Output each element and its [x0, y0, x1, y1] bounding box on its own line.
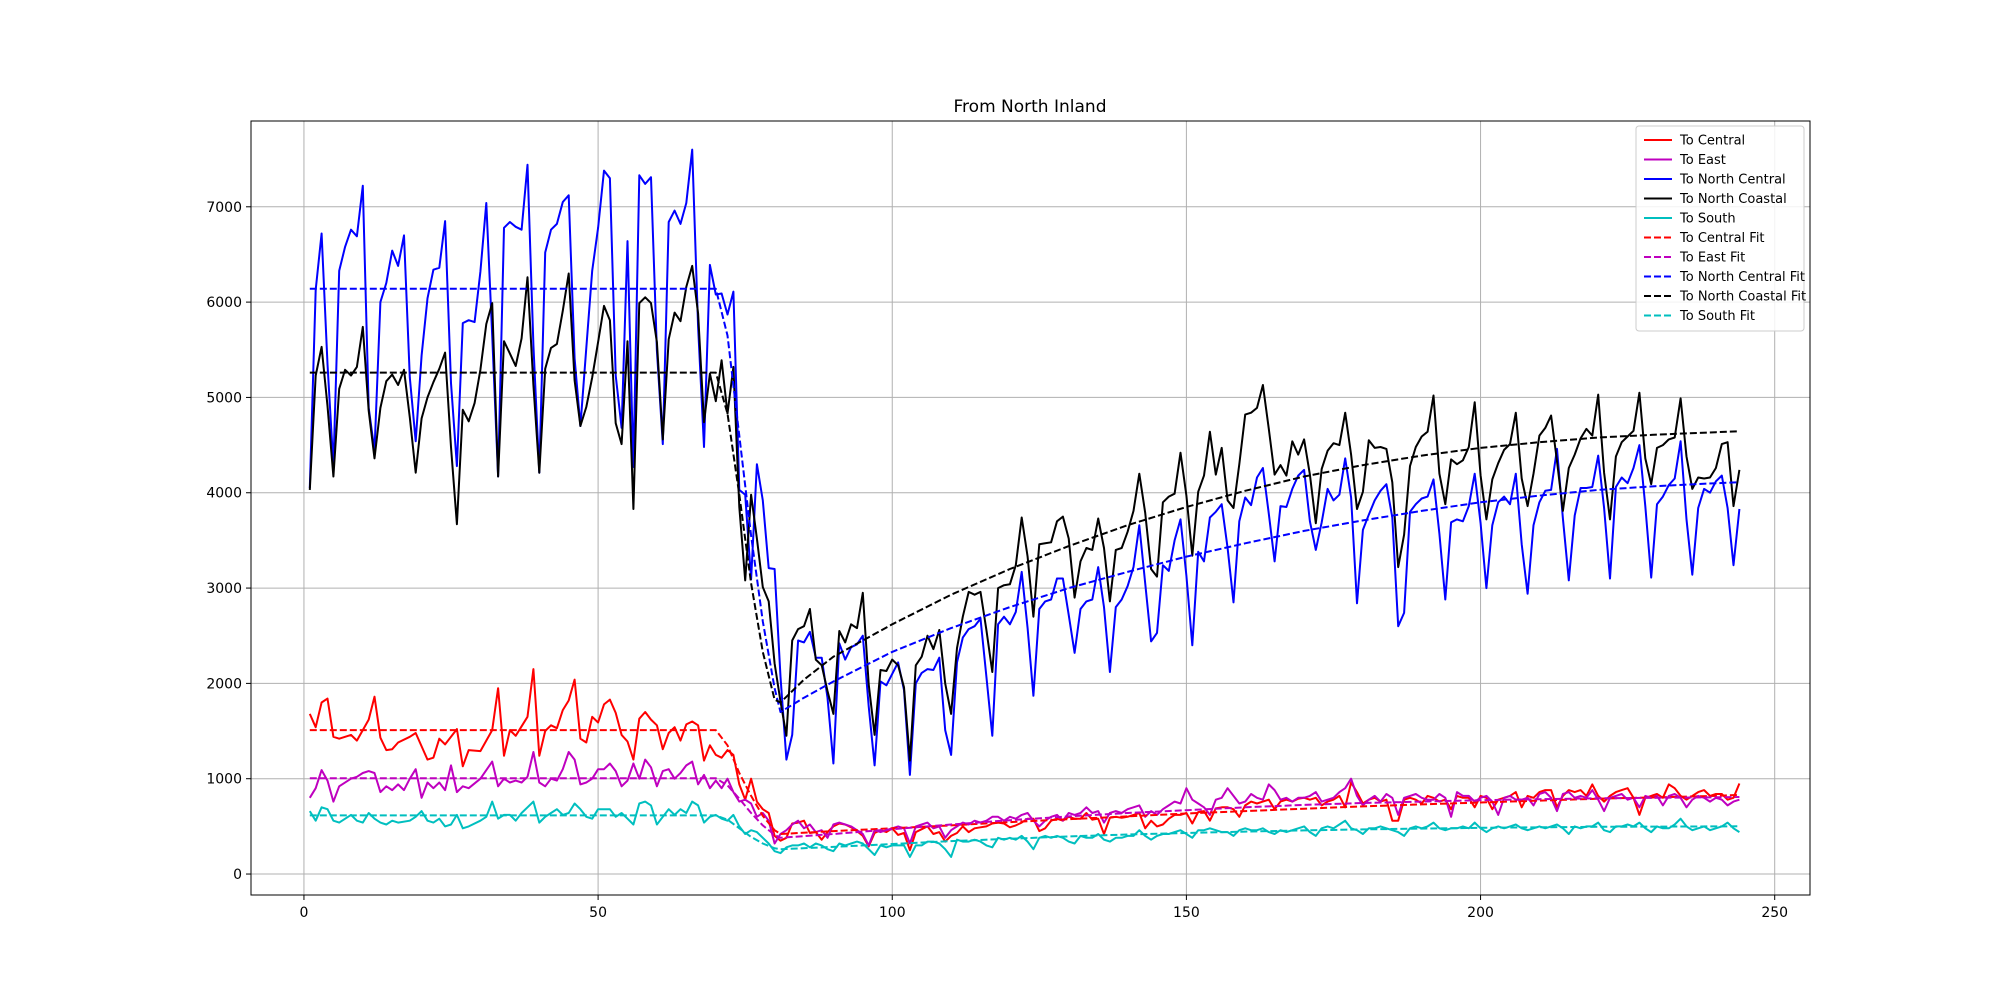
legend-label: To North Central	[1679, 173, 1786, 188]
plot-frame	[250, 120, 1811, 896]
x-tick-label: 150	[1173, 905, 1200, 921]
series-line-8	[309, 371, 1740, 704]
y-tick-label: 4000	[206, 486, 242, 502]
x-tick-label: 250	[1761, 905, 1788, 921]
y-tick-label: 3000	[206, 581, 242, 597]
x-tick-label: 0	[299, 905, 308, 921]
legend-label: To North Coastal	[1679, 192, 1787, 207]
series-line-5	[309, 729, 1740, 835]
series-lines	[308, 148, 1741, 858]
series-line-3	[308, 264, 1741, 762]
y-tick-label: 1000	[206, 772, 242, 788]
y-tick-label: 5000	[206, 390, 242, 406]
axis-ticks: 0 50 100 150 200 250 0 1000 2000 3000 4000 5000 6000…	[206, 200, 1788, 921]
x-tick-label: 50	[589, 905, 607, 921]
legend-label: To South Fit	[1679, 309, 1755, 324]
legend-label: To North Coastal Fit	[1679, 290, 1806, 305]
legend-label: To South	[1679, 212, 1736, 227]
legend-label: To Central Fit	[1679, 231, 1765, 246]
series-line-6	[309, 777, 1740, 839]
legend-label: To North Central Fit	[1679, 270, 1805, 285]
legend-label: To East	[1679, 153, 1726, 168]
y-tick-label: 6000	[206, 295, 242, 311]
y-tick-label: 7000	[206, 200, 242, 216]
legend-label: To East Fit	[1679, 251, 1745, 266]
x-tick-label: 100	[879, 905, 906, 921]
x-tick-label: 200	[1467, 905, 1494, 921]
legend-label: To Central	[1679, 134, 1745, 149]
y-tick-label: 0	[233, 867, 242, 883]
legend: To Central To East To North Central To Nort…	[1635, 125, 1806, 332]
series-line-7	[309, 287, 1740, 713]
legend-box	[1635, 125, 1805, 332]
y-tick-label: 2000	[206, 676, 242, 692]
chart-title: From North Inland	[954, 97, 1107, 117]
